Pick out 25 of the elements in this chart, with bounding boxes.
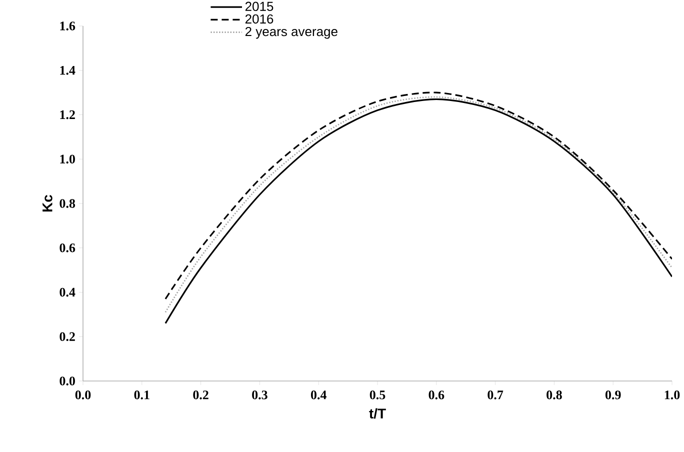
x-tick-label: 0.7 [488,390,504,400]
x-axis-title: t/T [369,408,386,419]
y-tick-label: 0.8 [60,199,76,208]
legend-label: 2 years average [245,26,338,39]
legend-label: 2016 [245,14,274,24]
legend-label: 2015 [245,2,274,11]
y-tick-label: 0.2 [60,332,75,342]
x-tick-label: 0.4 [310,390,326,400]
x-tick-label: 0.6 [428,390,444,400]
x-tick-label: 0.8 [546,390,562,400]
y-tick-label: 1.6 [60,22,76,30]
y-tick-label: 0.6 [60,243,76,252]
y-axis-title: Kc [42,194,52,212]
y-tick-label: 0.4 [60,288,76,297]
x-tick-label: 1.0 [664,390,680,400]
x-tick-label: 0.0 [75,390,91,400]
y-tick-label: 1.0 [60,154,75,164]
y-tick-label: 1.4 [60,66,76,75]
x-tick-label: 0.2 [193,390,208,400]
y-tick-label: 1.2 [60,110,75,120]
y-tick-label: 0.0 [60,376,75,386]
x-tick-label: 0.3 [252,390,268,400]
x-tick-label: 0.1 [134,390,150,400]
x-tick-label: 0.5 [370,390,386,400]
x-tick-label: 0.9 [605,390,621,400]
